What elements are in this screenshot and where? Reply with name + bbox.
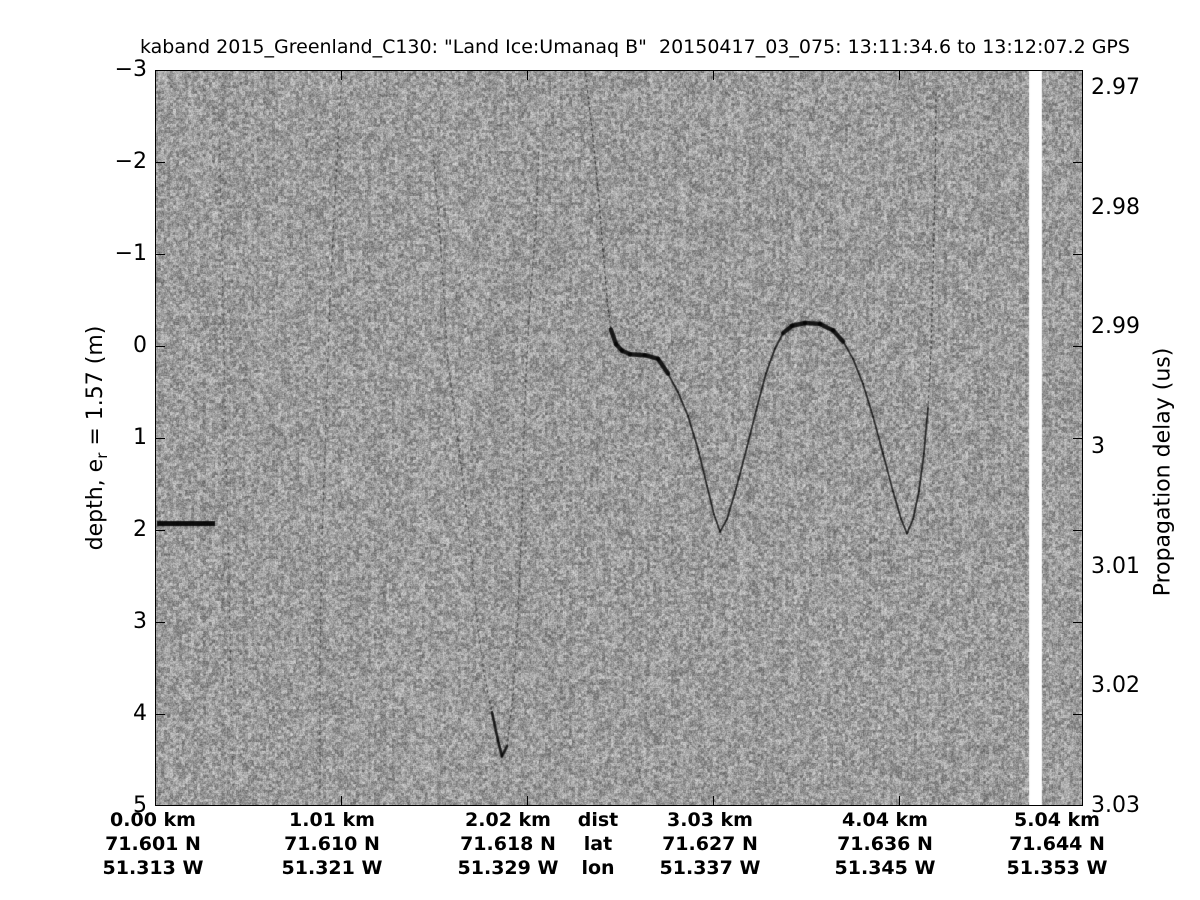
left-axis-label-subscript: r	[93, 452, 112, 459]
x-tick-top	[526, 71, 528, 80]
x-tick-column-lon: 51.329 W	[457, 857, 559, 879]
x-tick-column-lon: 51.321 W	[281, 857, 383, 879]
left-tick-label: 3	[133, 609, 147, 634]
left-axis-label-pre: depth, e	[82, 458, 108, 551]
y-tick-right	[1073, 438, 1082, 439]
x-tick-column-dist: 0.00 km	[110, 809, 196, 831]
x-tick-column-lat: 71.601 N	[105, 833, 201, 855]
right-tick-label: 2.99	[1091, 314, 1140, 340]
x-tick-column: 5.04 km 71.644 N 51.353 W	[992, 808, 1122, 880]
left-tick-label: 5	[133, 793, 147, 818]
left-tick-label: −2	[114, 149, 147, 174]
x-tick-column: 4.04 km 71.636 N 51.345 W	[820, 808, 950, 880]
left-tick-label: −1	[114, 241, 147, 266]
x-tick-column: 1.01 km 71.610 N 51.321 W	[267, 808, 397, 880]
x-tick-column-lat: 71.610 N	[284, 833, 380, 855]
y-tick-right	[1073, 530, 1082, 531]
y-tick-right	[1073, 162, 1082, 163]
x-axis-legend-column: dist lat lon	[533, 808, 663, 880]
x-axis-legend-column-lon: lon	[581, 857, 615, 879]
y-tick-right	[1073, 622, 1082, 623]
plot-area	[155, 70, 1083, 806]
x-tick-column-dist: 1.01 km	[289, 809, 375, 831]
right-tick-label: 2.98	[1091, 194, 1140, 220]
y-tick-right	[1073, 714, 1082, 715]
right-tick-label: 3.02	[1091, 673, 1140, 699]
figure-title: kaband 2015_Greenland_C130: "Land Ice:Um…	[140, 36, 1130, 58]
x-tick-column-lon: 51.313 W	[102, 857, 204, 879]
left-axis-label: depth, er = 1.57 (m)	[83, 326, 111, 551]
y-tick-left	[156, 254, 165, 255]
x-tick-column-lon: 51.353 W	[1006, 857, 1108, 879]
x-tick-column: 3.03 km 71.627 N 51.337 W	[645, 808, 775, 880]
y-tick-left	[156, 162, 165, 163]
y-tick-left	[156, 530, 165, 531]
left-tick-label: 2	[133, 517, 147, 542]
right-tick-label: 3	[1091, 433, 1105, 459]
right-tick-label: 3.01	[1091, 553, 1140, 579]
x-axis-legend-column-lat: lat	[583, 833, 613, 855]
x-axis-legend-column-dist: dist	[577, 809, 619, 831]
x-tick-bottom	[340, 796, 342, 805]
x-tick-column-lat: 71.618 N	[460, 833, 556, 855]
left-tick-label: 1	[133, 425, 147, 450]
x-tick-column-lat: 71.636 N	[837, 833, 933, 855]
x-tick-column-dist: 3.03 km	[667, 809, 753, 831]
x-tick-column: 2.02 km 71.618 N 51.329 W	[443, 808, 573, 880]
x-tick-column-lat: 71.644 N	[1009, 833, 1105, 855]
right-tick-label: 2.97	[1091, 74, 1140, 100]
y-tick-left	[156, 438, 165, 439]
x-tick-top	[340, 71, 342, 80]
left-tick-label: 4	[133, 701, 147, 726]
right-tick-label: 3.03	[1091, 793, 1140, 818]
y-tick-left	[156, 346, 165, 347]
left-axis-label-post: = 1.57 (m)	[82, 325, 108, 453]
y-tick-left	[156, 714, 165, 715]
x-tick-bottom	[898, 796, 900, 805]
x-tick-bottom	[712, 796, 714, 805]
x-tick-top	[898, 71, 900, 80]
x-tick-column-lon: 51.345 W	[834, 857, 936, 879]
x-tick-column-lat: 71.627 N	[662, 833, 758, 855]
x-tick-column-dist: 2.02 km	[465, 809, 551, 831]
x-tick-top	[712, 71, 714, 80]
x-tick-bottom	[526, 796, 528, 805]
x-tick-column: 0.00 km 71.601 N 51.313 W	[88, 808, 218, 880]
y-tick-left	[156, 622, 165, 623]
right-axis-label: Propagation delay (us)	[1150, 347, 1176, 597]
y-tick-right	[1073, 346, 1082, 347]
left-tick-label: −3	[114, 57, 147, 82]
x-tick-column-lon: 51.337 W	[659, 857, 761, 879]
x-tick-column-dist: 5.04 km	[1014, 809, 1100, 831]
left-tick-label: 0	[133, 333, 147, 358]
x-tick-column-dist: 4.04 km	[842, 809, 928, 831]
echogram-canvas	[155, 70, 1083, 806]
y-tick-right	[1073, 254, 1082, 255]
